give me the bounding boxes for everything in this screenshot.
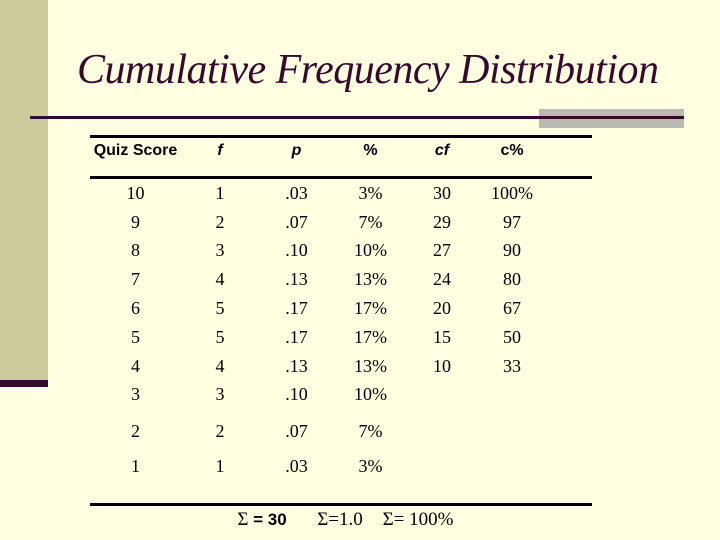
- table-header-row: Quiz Score f p % cf c%: [90, 136, 547, 166]
- table-bottom-rule: [90, 503, 592, 506]
- column-header-percent: %: [363, 142, 378, 159]
- cell-quiz-score: 8: [131, 240, 140, 261]
- cell-cpercent: 90: [503, 240, 521, 261]
- total-f-value: = 30: [248, 510, 287, 529]
- slide-title: Cumulative Frequency Distribution: [77, 47, 659, 93]
- cell-p: .07: [285, 211, 308, 232]
- total-f: Σ = 30: [237, 506, 286, 534]
- cell-f: 1: [215, 456, 225, 477]
- cell-cpercent: 100%: [491, 182, 533, 203]
- table-row: 5 5 .17 17% 15 50: [90, 323, 592, 352]
- cell-percent: 17%: [354, 298, 387, 319]
- cell-p: .17: [285, 298, 308, 319]
- title-underline-rule: [30, 116, 684, 119]
- column-header-cpercent: c%: [500, 142, 524, 159]
- cell-percent: 10%: [354, 240, 387, 261]
- cell-f: 5: [215, 326, 225, 347]
- cell-cpercent: 67: [503, 298, 521, 319]
- cell-cpercent: 50: [503, 326, 521, 347]
- cell-p: .13: [285, 355, 308, 376]
- sidebar-accent-bar: [0, 0, 48, 380]
- cell-f: 3: [215, 384, 225, 405]
- table-header-rule: [90, 176, 592, 179]
- cell-cf: 15: [433, 326, 451, 347]
- cell-percent: 7%: [358, 211, 383, 232]
- cell-percent: 13%: [354, 269, 387, 290]
- cell-f: 5: [215, 298, 225, 319]
- sigma-symbol: Σ: [382, 509, 394, 530]
- cell-percent: 13%: [354, 355, 387, 376]
- cell-p: .10: [285, 240, 308, 261]
- sidebar-maroon-bar: [0, 380, 48, 387]
- column-header-f: f: [217, 142, 223, 159]
- column-header-cf: cf: [434, 142, 450, 159]
- table-row: 8 3 .10 10% 27 90: [90, 237, 592, 266]
- cell-p: .10: [285, 384, 308, 405]
- cell-cpercent: 97: [503, 211, 521, 232]
- cell-cpercent: 33: [503, 355, 521, 376]
- cell-cf: 27: [433, 240, 451, 261]
- table-row: 9 2 .07 7% 29 97: [90, 208, 592, 237]
- cell-cf: 24: [433, 269, 451, 290]
- sigma-symbol: Σ: [317, 509, 329, 530]
- cell-cf: 10: [433, 355, 451, 376]
- table-row: 6 5 .17 17% 20 67: [90, 294, 592, 323]
- cell-p: .07: [285, 421, 308, 442]
- cell-f: 4: [215, 269, 225, 290]
- cell-f: 4: [215, 355, 225, 376]
- cell-quiz-score: 5: [131, 326, 140, 347]
- cell-f: 1: [215, 182, 225, 203]
- column-header-quiz-score: Quiz Score: [93, 142, 178, 159]
- cell-cf: 30: [433, 182, 451, 203]
- cell-f: 3: [215, 240, 225, 261]
- cell-cf: 29: [433, 211, 451, 232]
- cell-f: 2: [215, 211, 225, 232]
- total-p: Σ=1.0: [317, 506, 363, 534]
- cell-quiz-score: 1: [131, 456, 140, 477]
- table-row: 7 4 .13 13% 24 80: [90, 265, 592, 294]
- cell-p: .13: [285, 269, 308, 290]
- table-row: 4 4 .13 13% 10 33: [90, 352, 592, 381]
- cell-percent: 3%: [358, 182, 383, 203]
- table-body: 10 1 .03 3% 30 100% 9 2 .07 7% 29 97 8 3…: [90, 179, 592, 484]
- table-row: 1 1 .03 3%: [90, 449, 592, 484]
- table-row: 2 2 .07 7%: [90, 414, 592, 449]
- table-top-rule: [90, 135, 592, 138]
- cell-quiz-score: 4: [131, 355, 140, 376]
- cell-cf: 20: [433, 298, 451, 319]
- cell-quiz-score: 2: [131, 421, 140, 442]
- cell-quiz-score: 9: [131, 211, 140, 232]
- cell-quiz-score: 7: [131, 269, 140, 290]
- cell-p: .17: [285, 326, 308, 347]
- cell-quiz-score: 6: [131, 298, 140, 319]
- totals-row: Σ = 30 Σ=1.0 Σ= 100%: [0, 506, 720, 534]
- total-percent-value: = 100%: [393, 509, 454, 530]
- cell-f: 2: [215, 421, 225, 442]
- cell-p: .03: [285, 456, 308, 477]
- cell-percent: 7%: [358, 421, 383, 442]
- cell-quiz-score: 3: [131, 384, 140, 405]
- total-percent: Σ= 100%: [383, 506, 454, 534]
- cell-cpercent: 80: [503, 269, 521, 290]
- cell-percent: 3%: [358, 456, 383, 477]
- cell-quiz-score: 10: [126, 182, 145, 203]
- table-row: 10 1 .03 3% 30 100%: [90, 179, 592, 208]
- column-header-p: p: [291, 142, 302, 159]
- cell-percent: 17%: [354, 326, 387, 347]
- cell-percent: 10%: [354, 384, 387, 405]
- table-row: 3 3 .10 10%: [90, 381, 592, 410]
- sigma-symbol: Σ: [237, 509, 249, 530]
- total-p-value: =1.0: [328, 509, 363, 530]
- cell-p: .03: [285, 182, 308, 203]
